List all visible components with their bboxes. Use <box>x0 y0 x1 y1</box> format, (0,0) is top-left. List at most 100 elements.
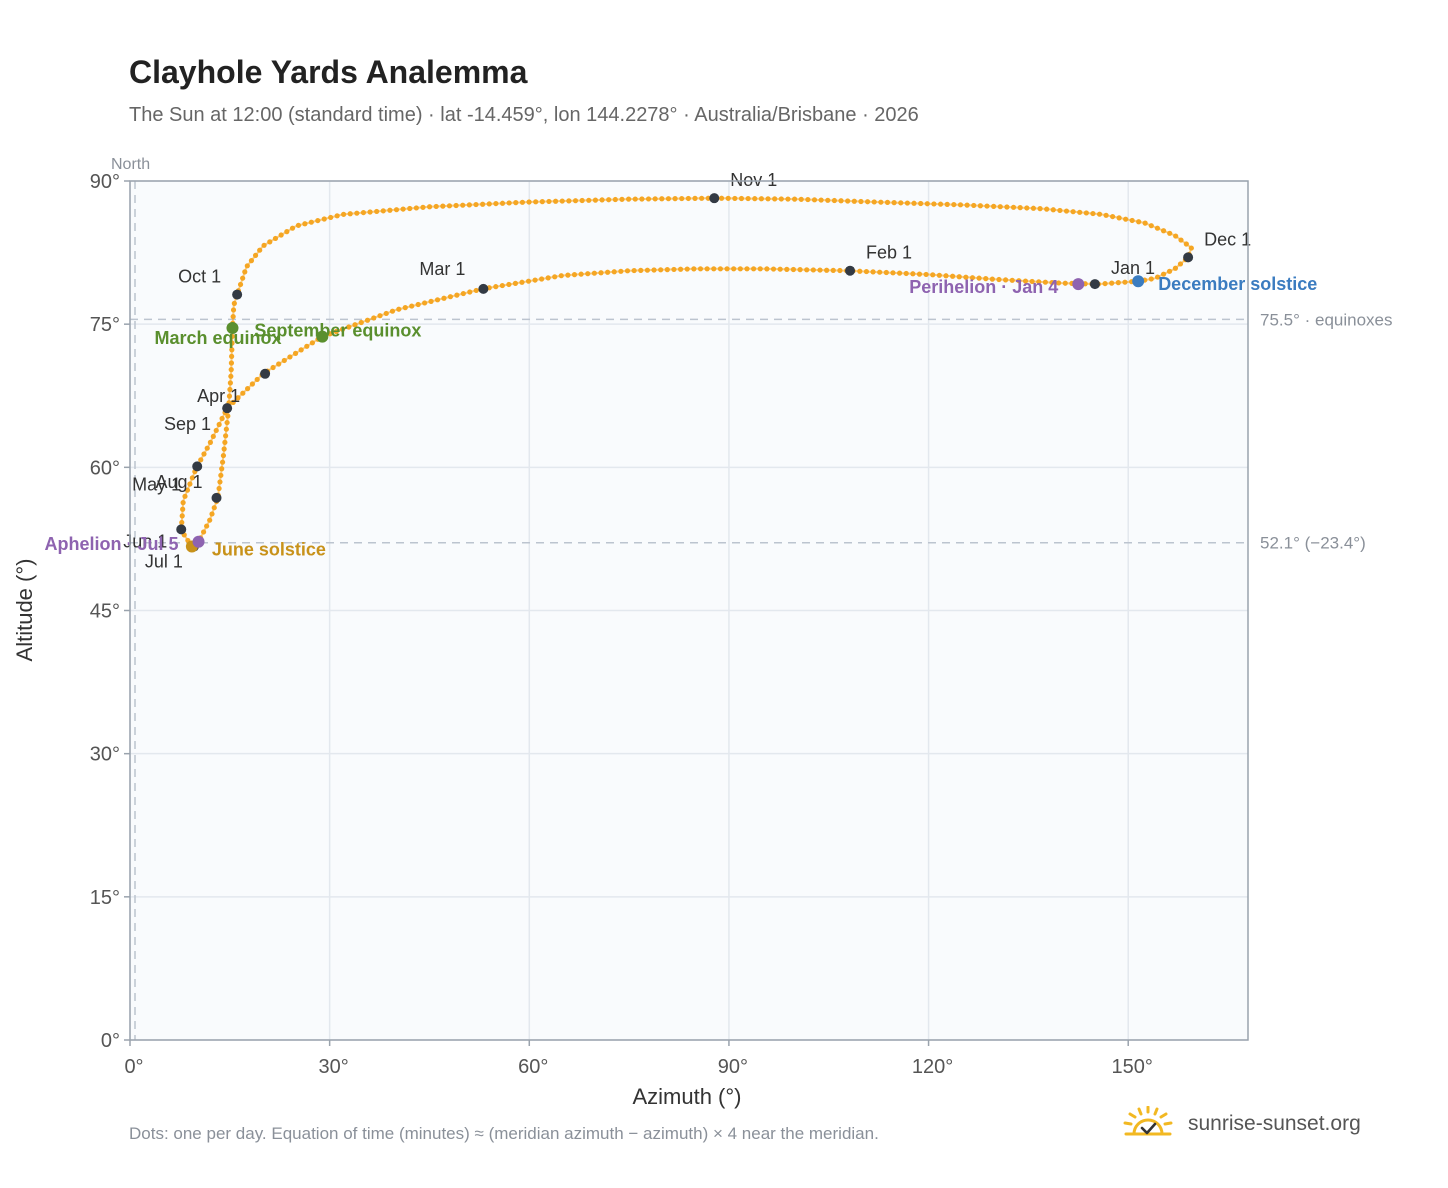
daily-dot <box>244 263 250 269</box>
daily-dot <box>1122 279 1128 285</box>
daily-dot <box>658 267 664 273</box>
daily-dot <box>493 284 499 290</box>
sun-ray <box>1123 1121 1133 1126</box>
daily-dot <box>811 197 818 203</box>
daily-dot <box>1136 219 1142 225</box>
month-label: Nov 1 <box>730 170 777 190</box>
daily-dot <box>180 500 186 506</box>
daily-dot <box>224 419 230 426</box>
daily-dot <box>1154 225 1161 231</box>
daily-dot <box>585 271 591 277</box>
y-tick-label: 45° <box>90 601 120 623</box>
daily-dot <box>309 340 316 346</box>
daily-dot <box>292 350 299 356</box>
daily-dot <box>217 479 223 485</box>
daily-dot <box>612 196 618 203</box>
daily-dot <box>460 202 466 208</box>
brand[interactable]: sunrise-sunset.org <box>1120 1104 1361 1144</box>
daily-dot <box>354 210 360 216</box>
daily-dot <box>553 198 559 204</box>
daily-dot <box>231 300 237 306</box>
daily-dot <box>677 266 684 272</box>
special-point-label: December solstice <box>1158 274 1317 294</box>
daily-dot <box>230 307 237 313</box>
daily-dot <box>1188 245 1194 251</box>
daily-dot <box>227 386 233 393</box>
month-marker <box>211 492 222 503</box>
daily-dot <box>631 267 637 274</box>
daily-dot <box>533 199 539 205</box>
daily-dot <box>467 289 473 295</box>
daily-dot <box>223 426 229 432</box>
daily-dot <box>220 452 227 459</box>
daily-dot <box>764 266 770 272</box>
daily-dot <box>235 395 241 401</box>
daily-dot <box>272 235 279 242</box>
daily-dot <box>790 266 797 273</box>
daily-dot <box>201 451 207 457</box>
daily-dot <box>624 268 631 274</box>
special-point-label: Aphelion · Jul 5 <box>45 534 179 554</box>
daily-dot <box>278 232 284 238</box>
daily-dot <box>765 196 771 202</box>
month-marker <box>709 193 720 204</box>
daily-dot <box>207 517 213 523</box>
month-label: Feb 1 <box>866 243 912 263</box>
daily-dot <box>1160 228 1167 234</box>
daily-dot <box>599 197 605 203</box>
x-tick-label: 0° <box>124 1056 143 1078</box>
daily-dot <box>298 347 304 353</box>
month-label: Sep 1 <box>164 414 211 434</box>
daily-dot <box>230 399 236 405</box>
daily-dot <box>592 197 599 203</box>
daily-dot <box>984 203 990 209</box>
daily-dot <box>951 201 957 208</box>
daily-dot <box>420 204 426 210</box>
daily-dot <box>1036 279 1042 285</box>
daily-dot <box>619 196 625 202</box>
daily-dot <box>422 300 428 306</box>
daily-dot <box>347 211 353 217</box>
daily-dot <box>228 373 234 379</box>
daily-dot <box>1056 280 1062 286</box>
daily-dot <box>546 198 552 205</box>
daily-dot <box>896 270 903 276</box>
daily-dot <box>284 229 290 235</box>
daily-dot <box>532 277 538 283</box>
daily-dot <box>289 225 296 231</box>
daily-dot <box>797 267 803 273</box>
daily-dot <box>1115 280 1121 286</box>
daily-dot <box>198 457 204 463</box>
month-label: Jul 1 <box>145 552 183 572</box>
y-tick-label: 60° <box>90 457 120 479</box>
daily-dot <box>704 266 710 272</box>
daily-dot <box>1102 280 1108 287</box>
daily-dot <box>415 301 421 308</box>
daily-dot <box>367 209 373 215</box>
daily-dot <box>752 196 758 202</box>
daily-dot <box>440 203 446 209</box>
daily-dot <box>1116 215 1122 221</box>
daily-dot <box>679 195 685 202</box>
daily-dot <box>837 267 843 274</box>
month-label: Jan 1 <box>1111 258 1155 278</box>
daily-dot <box>711 266 717 272</box>
reference-lines: 75.5° · equinoxes 52.1° (−23.4°) <box>130 310 1393 553</box>
daily-dot <box>360 209 367 216</box>
special-point-label: September equinox <box>254 321 421 341</box>
daily-dot <box>519 199 526 205</box>
daily-dot <box>513 200 519 206</box>
daily-dot <box>1166 268 1173 274</box>
daily-dot <box>831 197 838 204</box>
daily-dot <box>971 202 977 209</box>
reference-line-label: 75.5° · equinoxes <box>1260 310 1393 329</box>
daily-dot <box>358 319 364 326</box>
daily-dot <box>552 274 558 280</box>
daily-dot <box>1110 213 1116 220</box>
daily-dot <box>1129 217 1135 224</box>
daily-dot <box>870 269 876 275</box>
daily-dot <box>393 207 400 213</box>
daily-dot <box>1030 205 1037 211</box>
daily-dot <box>441 295 447 301</box>
